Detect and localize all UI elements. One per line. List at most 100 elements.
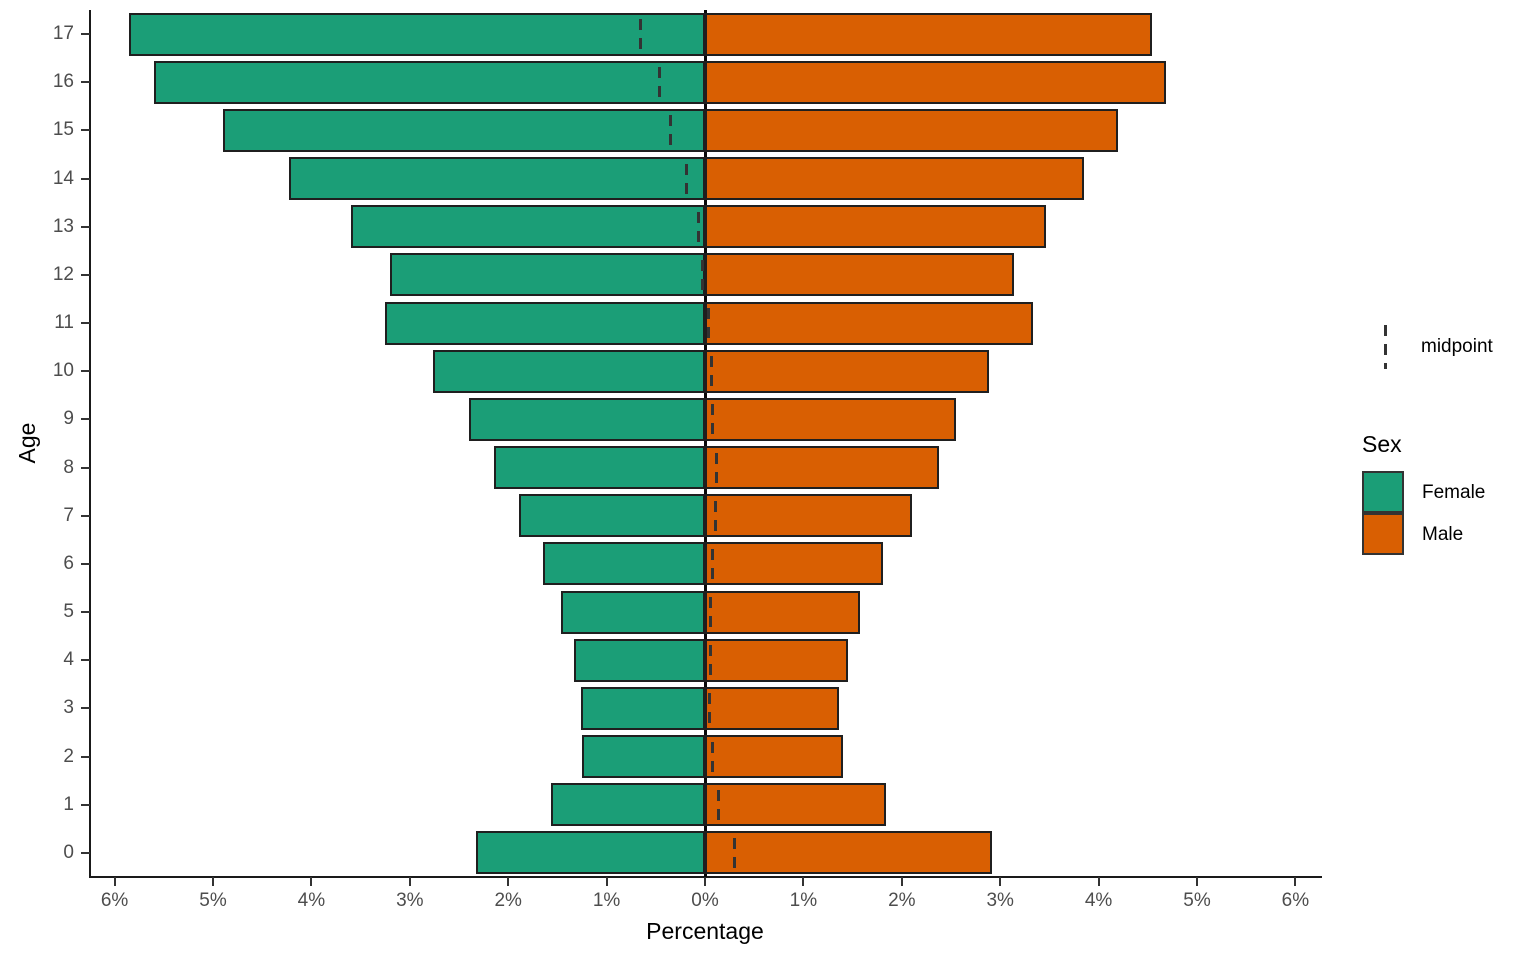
y-axis-tick-3 [81,707,90,710]
y-tick-label-0: 0 [63,841,74,863]
midpoint-dash-age-8 [715,452,719,483]
x-tick-label-0: 6% [100,890,129,911]
y-axis-line [89,10,91,878]
bar-male-age-1 [705,783,887,827]
midpoint-dash-age-15 [669,115,673,146]
bar-female-age-5 [561,590,705,634]
y-axis-tick-2 [81,755,90,758]
midpoint-dash-age-9 [710,404,714,435]
midpoint-dash-age-0 [732,837,736,868]
bar-female-age-9 [468,397,705,441]
y-axis-tick-10 [81,370,90,373]
x-axis-tick-12 [1294,877,1297,886]
y-tick-label-4: 4 [63,649,74,671]
bar-male-age-14 [705,157,1084,201]
zero-axis-line [703,10,707,877]
bar-female-age-6 [542,542,705,586]
y-tick-label-5: 5 [63,601,74,623]
bar-female-age-11 [385,301,705,345]
x-axis-tick-7 [802,877,805,886]
y-tick-label-12: 12 [52,263,74,285]
x-tick-label-11: 5% [1183,890,1211,911]
bar-female-age-3 [581,686,705,730]
midpoint-dash-age-1 [717,789,721,820]
y-axis-tick-9 [81,418,90,421]
bar-female-age-16 [153,60,705,104]
midpoint-dash-age-7 [713,500,717,531]
bar-male-age-7 [705,494,912,538]
bar-female-age-12 [390,253,705,297]
x-axis-tick-10 [1097,877,1100,886]
y-tick-label-15: 15 [52,119,74,141]
y-tick-label-9: 9 [63,408,74,430]
y-tick-label-8: 8 [63,456,74,478]
midpoint-dash-age-16 [658,67,662,98]
legend-label-male: Male [1422,524,1464,545]
x-axis-tick-5 [605,877,608,886]
y-tick-label-16: 16 [52,71,74,93]
bar-male-age-3 [705,686,839,730]
y-tick-label-7: 7 [63,504,74,526]
bar-female-age-17 [129,12,705,56]
midpoint-dash-age-17 [639,19,643,50]
y-tick-label-2: 2 [63,745,74,767]
bar-male-age-15 [705,108,1119,152]
bar-male-age-17 [705,12,1152,56]
midpoint-dash-age-14 [684,163,688,194]
midpoint-legend-label: midpoint [1421,336,1493,357]
y-axis-tick-14 [81,177,90,180]
x-axis-tick-1 [212,877,214,886]
y-axis-tick-17 [81,33,90,36]
bar-female-age-2 [582,735,705,779]
x-tick-label-9: 3% [986,890,1014,911]
bar-female-age-1 [551,783,705,827]
x-tick-label-1: 5% [199,890,227,911]
midpoint-dash-age-10 [709,356,713,387]
y-axis-tick-6 [81,562,90,565]
midpoint-dash-age-6 [711,548,715,579]
bar-female-age-10 [433,349,705,393]
y-tick-label-1: 1 [63,793,74,815]
y-tick-label-14: 14 [52,167,74,189]
legend-swatch-female [1362,471,1404,513]
sex-legend-title: Sex [1362,431,1402,457]
y-axis-tick-0 [81,851,90,854]
bar-male-age-6 [705,542,884,586]
bar-female-age-8 [494,446,705,490]
y-axis-tick-8 [81,466,90,469]
x-tick-label-3: 3% [396,890,424,911]
x-axis-tick-0 [113,877,116,886]
bar-male-age-8 [705,446,940,490]
x-axis-tick-4 [507,877,510,886]
bar-male-age-12 [705,253,1014,297]
bar-female-age-0 [475,831,705,875]
x-axis-tick-3 [408,877,411,886]
x-axis-title: Percentage [646,918,764,944]
y-axis-tick-12 [81,273,90,276]
x-tick-label-7: 1% [789,890,818,911]
y-tick-label-3: 3 [63,697,74,719]
midpoint-dash-age-2 [710,741,714,772]
midpoint-dash-age-12 [700,259,704,290]
bar-female-age-4 [574,638,705,682]
x-axis-tick-8 [900,877,903,886]
bar-female-age-14 [288,157,705,201]
y-axis-tick-7 [81,514,90,517]
y-tick-label-10: 10 [52,360,74,382]
midpoint-dash-age-13 [697,211,701,242]
x-axis-tick-2 [310,877,313,886]
bar-male-age-0 [705,831,993,875]
bar-male-age-2 [705,735,843,779]
y-axis-tick-13 [81,225,90,228]
y-tick-label-17: 17 [52,23,74,45]
midpoint-legend-key-dashed-line-icon [1384,325,1387,369]
bar-female-age-15 [222,108,705,152]
bar-male-age-10 [705,349,990,393]
y-axis-tick-11 [81,322,90,325]
y-axis-tick-5 [81,611,90,614]
x-axis-tick-11 [1196,877,1198,886]
bar-male-age-13 [705,205,1047,249]
y-tick-label-11: 11 [54,312,74,334]
x-tick-label-4: 2% [494,890,522,911]
x-tick-label-10: 4% [1084,890,1113,911]
